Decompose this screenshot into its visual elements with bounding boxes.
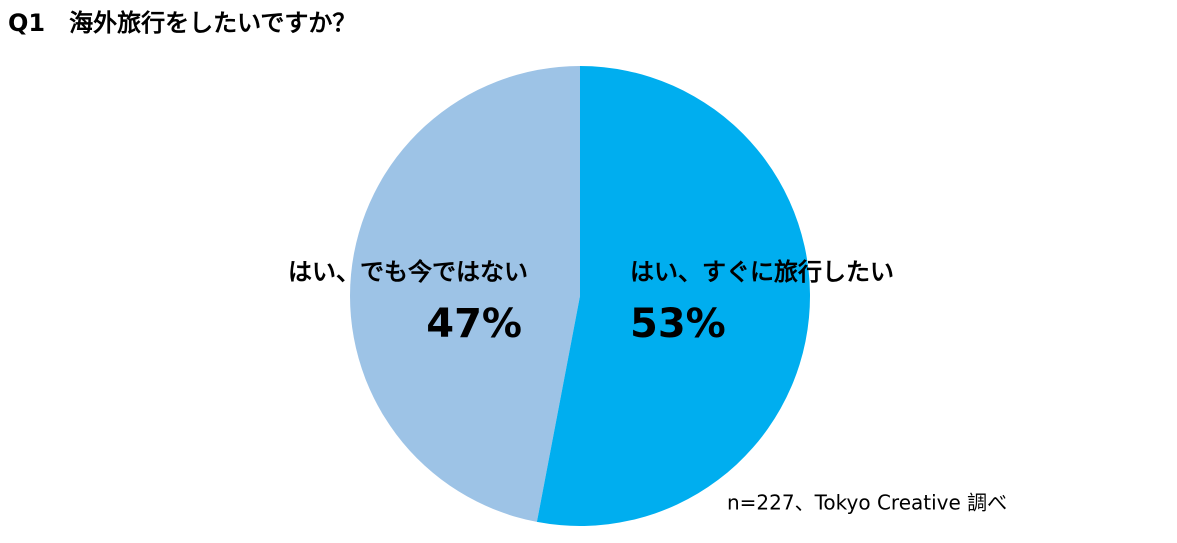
value-label: 53% <box>630 301 726 347</box>
slice-label: はい、すぐに旅行したい <box>630 258 894 286</box>
pie-slice <box>349 66 580 522</box>
value-label: 47% <box>426 301 522 347</box>
chart-title: Q1 海外旅行をしたいですか？ <box>8 9 356 37</box>
slice-label: はい、でも今ではない <box>288 258 528 286</box>
pie-slice <box>536 66 811 526</box>
source-note: n=227、Tokyo Creative 調べ <box>727 491 1007 515</box>
